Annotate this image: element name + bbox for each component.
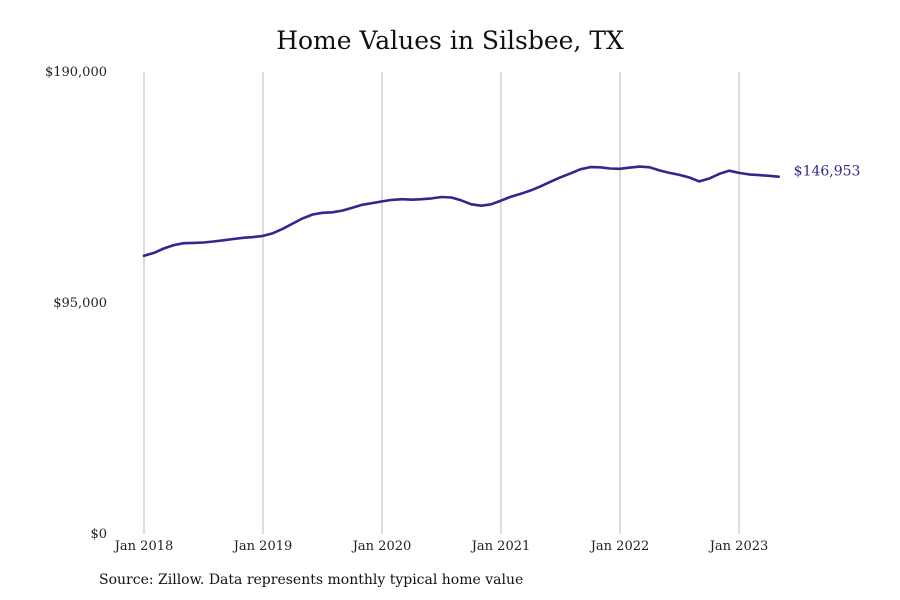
y-tick-label: $0 bbox=[90, 527, 107, 542]
x-tick-label: Jan 2020 bbox=[351, 539, 412, 554]
x-tick-label: Jan 2021 bbox=[470, 539, 531, 554]
y-tick-label: $95,000 bbox=[53, 296, 107, 311]
x-tick-label: Jan 2023 bbox=[708, 539, 769, 554]
x-tick-label: Jan 2019 bbox=[232, 539, 293, 554]
y-axis-ticks: $0 $95,000 $190,000 bbox=[45, 65, 107, 542]
x-gridlines bbox=[143, 72, 740, 534]
end-value-label: $146,953 bbox=[794, 164, 861, 180]
x-axis-ticks: Jan 2018 Jan 2019 Jan 2020 Jan 2021 Jan 2022… bbox=[113, 539, 769, 554]
home-value-line bbox=[142, 165, 780, 258]
y-tick-label: $190,000 bbox=[45, 65, 107, 80]
chart-title: Home Values in Silsbee, TX bbox=[276, 26, 624, 55]
x-tick-label: Jan 2022 bbox=[589, 539, 650, 554]
source-note: Source: Zillow. Data represents monthly … bbox=[99, 572, 524, 588]
x-tick-label: Jan 2018 bbox=[113, 539, 174, 554]
